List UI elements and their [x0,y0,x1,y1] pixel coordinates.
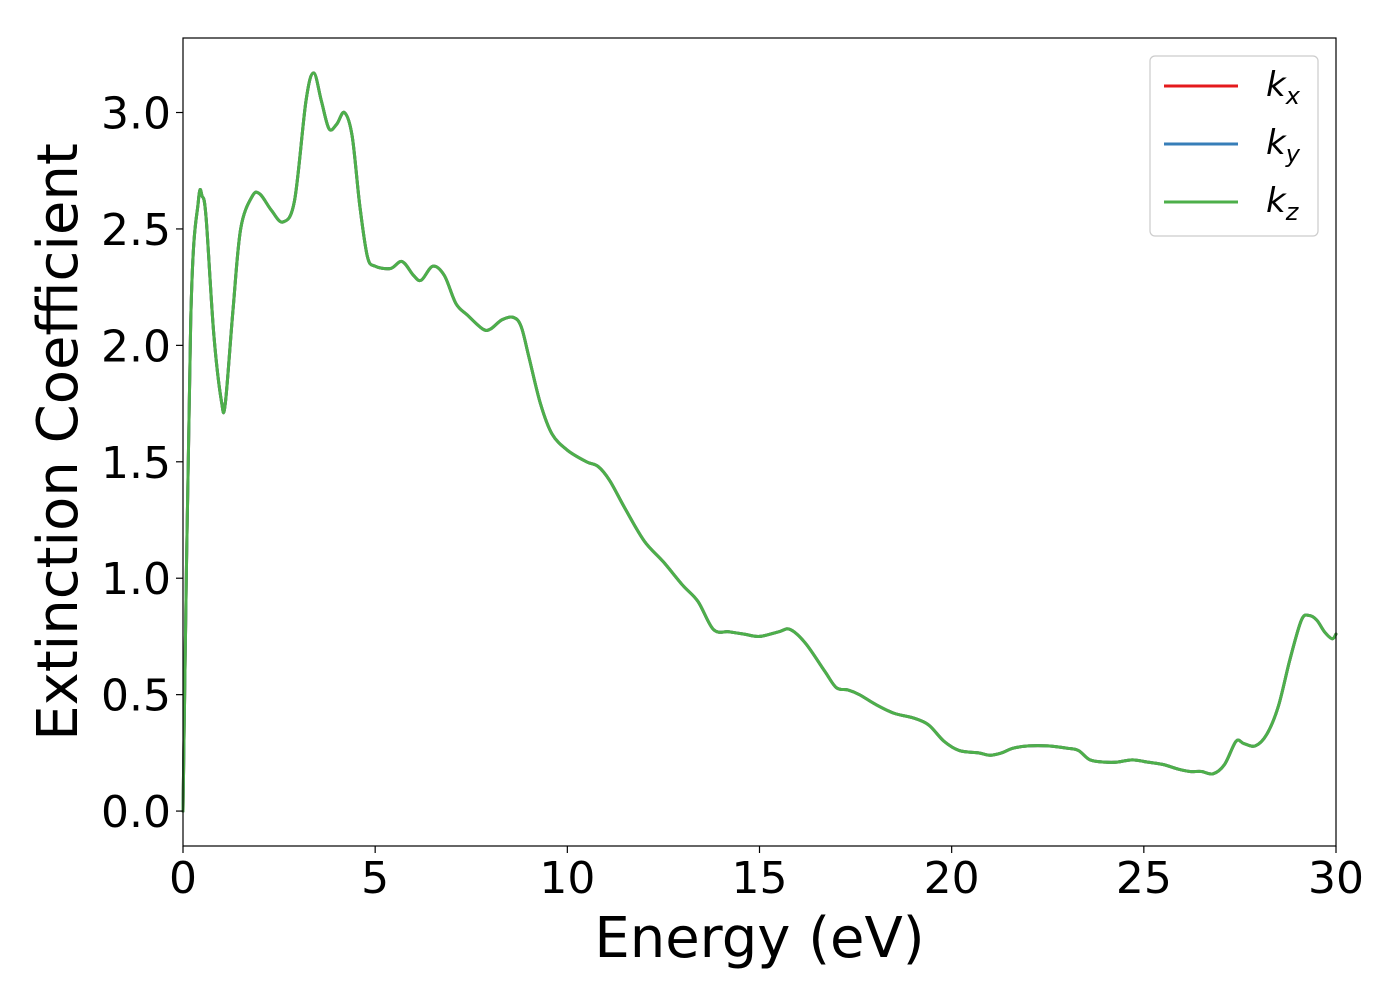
ticks-layer: 0 5 10 15 20 25 30 0.0 0.5 1.0 1.5 2.0 2.5 3.0 [101,89,1364,904]
x-tick-label: 0 [169,853,197,904]
y-tick-label: 1.0 [101,554,171,605]
y-tick-label: 1.5 [101,438,171,489]
x-tick-label: 10 [539,853,595,904]
x-tick-label: 15 [732,853,788,904]
legend-label-subscript: x [1285,82,1301,110]
series-layer [181,71,1338,813]
legend-label-subscript: y [1285,140,1301,168]
legend-label-subscript: z [1285,198,1300,226]
y-tick-label: 3.0 [101,89,171,140]
x-tick-label: 5 [361,853,389,904]
x-axis-title: Energy (eV) [594,906,924,971]
x-tick-label: 30 [1308,853,1364,904]
legend-label: kz [1266,181,1300,226]
legend-box [1149,55,1319,237]
y-axis-title: Extinction Coefficient [26,143,91,741]
x-tick-label: 20 [924,853,980,904]
legend-label: ky [1266,123,1301,168]
x-tick-label: 25 [1116,853,1172,904]
y-tick-label: 2.0 [101,321,171,372]
y-tick-label: 2.5 [101,205,171,256]
series-line-kz [181,71,1338,813]
y-tick-label: 0.5 [101,671,171,722]
legend-label-base: k [1266,181,1287,221]
legend-label-base: k [1266,65,1287,105]
y-tick-label: 0.0 [101,787,171,838]
legend-label-base: k [1266,123,1287,163]
legend-label: kx [1266,65,1301,110]
